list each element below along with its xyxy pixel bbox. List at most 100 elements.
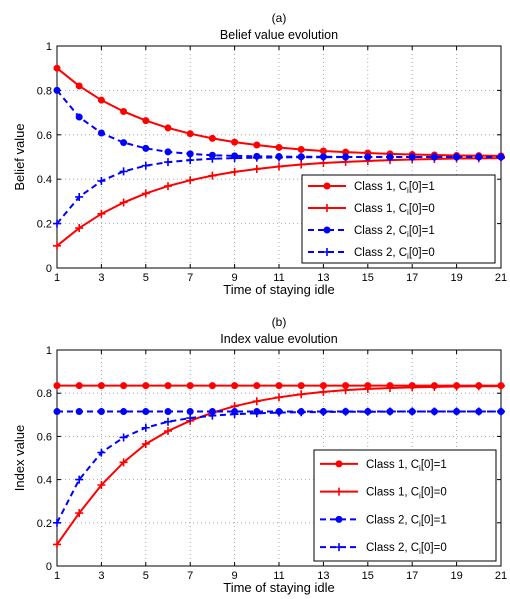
plus-marker	[363, 384, 372, 393]
plus-marker	[75, 475, 84, 484]
plus-marker	[408, 153, 417, 161]
dot-marker	[97, 129, 105, 137]
panel-label: (b)	[272, 315, 287, 329]
y-tick-label: 0.8	[37, 388, 52, 400]
dot-marker	[297, 382, 305, 390]
plus-marker	[474, 382, 483, 391]
plus-marker	[275, 162, 283, 171]
legend-item: Class 1, Ci[0]=0	[308, 203, 435, 217]
plus-marker	[497, 407, 505, 416]
chart-title: Belief value evolution	[220, 28, 338, 42]
plus-marker	[141, 189, 150, 198]
plus-marker	[497, 153, 505, 161]
plus-marker	[275, 153, 283, 162]
x-tick-label: 15	[362, 272, 374, 284]
dot-marker	[97, 408, 105, 416]
dot-marker	[120, 382, 128, 390]
chart-panel-b: 1 3 5 7 9 11 13 15 17 19 2100.20.40.60.81(b)Index …	[12, 315, 507, 595]
dot-marker	[142, 408, 150, 416]
dot-marker	[142, 117, 150, 125]
plus-marker	[319, 407, 328, 416]
legend-item: Class 2, Ci[0]=0	[308, 247, 435, 261]
dot-marker	[120, 408, 128, 416]
y-tick-label: 0.2	[37, 518, 52, 530]
plus-marker	[230, 167, 239, 176]
y-tick-label: 0.2	[37, 219, 52, 231]
dot-marker	[75, 82, 83, 90]
x-tick-label: 13	[317, 272, 329, 284]
plus-marker	[275, 408, 283, 417]
plus-marker	[53, 540, 61, 549]
y-tick-label: 0	[46, 263, 52, 275]
plus-marker	[75, 224, 84, 233]
x-tick-label: 19	[450, 272, 462, 284]
plus-marker	[97, 481, 106, 489]
dot-marker	[97, 96, 105, 104]
dot-marker	[164, 408, 172, 416]
dot-marker	[231, 138, 239, 146]
plus-marker	[53, 241, 61, 250]
x-tick-label: 7	[187, 272, 193, 284]
x-tick-label: 1	[54, 272, 60, 284]
legend-label: Class 2, Ci[0]=1	[366, 514, 447, 528]
plus-marker	[252, 409, 261, 418]
plus-marker	[186, 414, 195, 423]
y-tick-label: 0.4	[37, 475, 52, 487]
plus-marker	[119, 433, 128, 442]
dot-marker	[142, 382, 150, 390]
x-tick-label: 3	[98, 570, 104, 582]
plus-marker	[297, 160, 306, 169]
y-axis-label: Belief value	[12, 123, 27, 190]
dot-marker	[231, 382, 239, 390]
dot-marker	[75, 408, 83, 416]
dot-marker	[208, 134, 216, 142]
legend-box	[301, 174, 496, 264]
chart-panel-a: 1 3 5 7 9 11 13 15 17 19 2100.20.40.60.81(a)Belief…	[12, 11, 507, 297]
plus-marker	[141, 161, 150, 170]
plus-marker	[208, 171, 217, 180]
plus-marker	[452, 382, 461, 391]
plus-marker	[97, 176, 106, 185]
dot-marker	[335, 460, 343, 468]
dot-marker	[319, 382, 327, 390]
plus-marker	[497, 382, 505, 391]
dot-marker	[53, 382, 61, 390]
dot-marker	[53, 64, 61, 72]
dot-marker	[164, 148, 172, 156]
x-axis-label: Time of staying idle	[223, 580, 335, 595]
x-tick-label: 11	[273, 272, 284, 284]
plus-marker	[430, 407, 439, 416]
legend-label: Class 2, Ci[0]=0	[366, 542, 447, 556]
dot-marker	[323, 182, 331, 190]
x-tick-label: 5	[143, 272, 149, 284]
x-tick-label: 3	[98, 272, 104, 284]
legend-label: Class 1, Ci[0]=0	[366, 487, 447, 501]
plus-marker	[53, 219, 61, 228]
dot-marker	[164, 124, 172, 132]
plus-marker	[141, 423, 150, 432]
dot-marker	[319, 147, 327, 155]
dot-marker	[75, 113, 83, 121]
y-tick-label: 0	[46, 561, 52, 573]
plus-marker	[319, 153, 328, 162]
dot-marker	[335, 515, 343, 523]
plus-marker	[141, 439, 150, 448]
dot-marker	[275, 143, 283, 151]
legend-label: Class 1, Ci[0]=1	[354, 181, 435, 195]
dot-marker	[297, 145, 305, 153]
plus-marker	[297, 408, 306, 417]
x-tick-label: 19	[450, 570, 462, 582]
dot-marker	[186, 130, 194, 138]
x-tick-label: 11	[273, 570, 284, 582]
x-tick-label: 13	[317, 570, 329, 582]
x-tick-label: 17	[406, 272, 418, 284]
plus-marker	[119, 198, 128, 207]
dot-marker	[323, 226, 331, 234]
y-tick-label: 1	[46, 41, 52, 53]
x-tick-label: 15	[362, 570, 374, 582]
plus-marker	[119, 167, 128, 176]
x-tick-label: 9	[232, 570, 238, 582]
plus-marker	[341, 407, 350, 416]
plus-marker	[319, 387, 328, 396]
